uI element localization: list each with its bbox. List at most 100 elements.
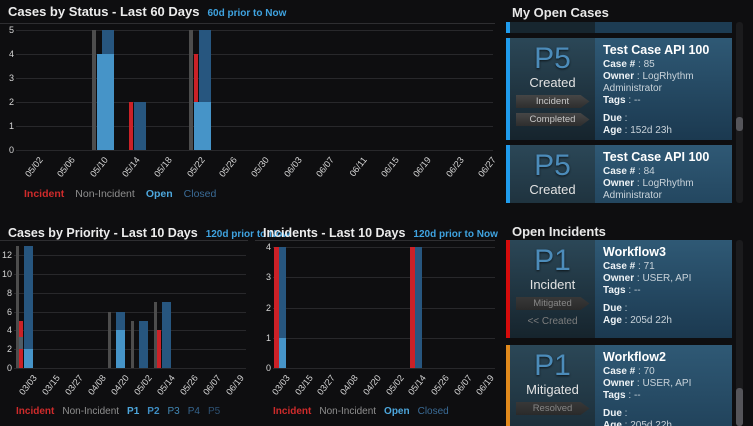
legend-item-p1[interactable]: P1 xyxy=(127,406,140,417)
case-field-label: Tags xyxy=(603,285,626,296)
bar-gray xyxy=(91,30,96,150)
case-field: Case # : 71 xyxy=(603,261,655,272)
gridline xyxy=(16,30,493,31)
card-details-pane: Test Case API 100 Case # : 85 Owner : LogR… xyxy=(595,38,732,140)
bar-blue_light xyxy=(24,349,33,368)
x-tick-label: 05/22 xyxy=(184,155,207,179)
case-field: Case # : 85 xyxy=(603,59,655,70)
bar-red xyxy=(274,247,279,368)
case-field: Tags : -- xyxy=(603,390,641,401)
chart-subtitle-incidents: 120d prior to Now xyxy=(413,229,498,240)
gridline xyxy=(273,307,495,309)
chart-status: Cases by Status - Last 60 Days 60d prior … xyxy=(0,0,498,212)
bar-gray xyxy=(154,302,157,368)
bar-blue_light xyxy=(279,337,286,368)
case-field-label: Owner xyxy=(603,273,635,284)
cases-scrollbar[interactable] xyxy=(736,22,743,203)
y-tick-label: 2 xyxy=(8,97,14,107)
x-tick-label: 05/26 xyxy=(217,155,239,179)
gridline xyxy=(14,330,246,332)
priority-stripe xyxy=(506,38,510,140)
case-field-label: Due xyxy=(603,113,622,124)
legend-item-non-incident[interactable]: Non-Incident xyxy=(319,406,377,417)
legend-item-p2[interactable]: P2 xyxy=(147,406,160,417)
y-tick-label: 2 xyxy=(6,344,12,355)
x-tick-label: 06/27 xyxy=(476,155,498,179)
x-tick-label: 05/10 xyxy=(87,155,110,179)
case-field-label: Age xyxy=(603,420,622,426)
case-card[interactable]: P5 Created Test Case API 100 Case # : 84 Own… xyxy=(506,145,732,203)
chart-title-incidents: Incidents - Last 10 Days 120d prior to No… xyxy=(263,226,498,240)
bar-red xyxy=(129,102,134,150)
legend-item-p3[interactable]: P3 xyxy=(167,406,180,417)
case-card[interactable]: P1 Mitigated Resolved Workflow2 Case # : 70 O… xyxy=(506,345,732,426)
card-priority-pane: P5 Created xyxy=(510,145,595,203)
bar-blue_dark xyxy=(415,247,423,368)
card-details-pane xyxy=(595,22,732,33)
gridline xyxy=(16,102,493,103)
case-field-label: Owner xyxy=(603,71,635,82)
x-tick-label: 05/02 xyxy=(23,155,45,179)
case-field-label: Age xyxy=(603,125,622,136)
y-tick-label: 6 xyxy=(6,306,12,317)
my-open-cases-header: My Open Cases xyxy=(512,5,609,20)
legend-item-incident[interactable]: Incident xyxy=(16,406,55,417)
incidents-scrollbar[interactable] xyxy=(736,240,743,426)
case-field-label: Due xyxy=(603,303,622,314)
legend-item-incident[interactable]: Incident xyxy=(24,188,65,200)
status-action-button[interactable]: Mitigated xyxy=(515,297,590,310)
y-tick-label: 1 xyxy=(265,332,271,343)
case-card[interactable]: P5 Created Incident Completed Test Case API … xyxy=(506,38,732,140)
case-field-label: Case # xyxy=(603,166,636,177)
x-tick-label: 06/15 xyxy=(378,155,401,179)
previous-status-link[interactable]: << Created xyxy=(527,316,578,327)
gridline xyxy=(14,274,246,275)
title-divider xyxy=(0,23,495,24)
case-field-label: Tags xyxy=(603,95,626,106)
status-action-button[interactable]: Incident xyxy=(515,95,590,108)
x-tick-label: 06/11 xyxy=(347,155,369,179)
gridline xyxy=(14,349,246,351)
legend-item-closed[interactable]: Closed xyxy=(183,188,217,200)
open-incidents-list[interactable]: P1 Incident Mitigated << Created Workflow3 Ca… xyxy=(506,240,732,426)
case-title: Workflow2 xyxy=(603,350,666,364)
case-field: Owner : LogRhythm Administrator xyxy=(603,178,694,201)
status-action-button[interactable]: Resolved xyxy=(515,402,590,415)
gridline xyxy=(16,54,493,55)
status-action-button[interactable]: Completed xyxy=(515,113,590,126)
chart-title-status: Cases by Status - Last 60 Days 60d prior … xyxy=(8,4,287,19)
chart-subtitle-status: 60d prior to Now xyxy=(207,8,287,19)
right-column: My Open Cases P5 Created Incident Completed… xyxy=(503,0,753,426)
legend-item-open[interactable]: Open xyxy=(384,406,410,417)
x-tick-label: 05/18 xyxy=(152,155,175,179)
card-priority-pane: P5 Created Incident Completed xyxy=(510,38,595,140)
bar-blue_dark xyxy=(279,247,286,368)
case-card[interactable]: P1 Incident Mitigated << Created Workflow3 Ca… xyxy=(506,240,732,338)
y-tick-label: 2 xyxy=(265,302,271,313)
case-field-label: Owner xyxy=(603,378,635,389)
legend-item-open[interactable]: Open xyxy=(145,188,173,200)
chart-priority: Cases by Priority - Last 10 Days 120d pri… xyxy=(0,222,290,426)
legend-item-closed[interactable]: Closed xyxy=(417,406,449,417)
case-field: Owner : LogRhythm Administrator xyxy=(603,71,694,94)
card-details-pane: Workflow2 Case # : 70 Owner : USER, API Tag… xyxy=(595,345,732,426)
gridline xyxy=(14,255,246,257)
legend-item-p5[interactable]: P5 xyxy=(207,406,221,417)
legend-item-non-incident[interactable]: Non-Incident xyxy=(75,188,135,200)
my-open-cases-list[interactable]: P5 Created Incident Completed Test Case API … xyxy=(506,22,732,203)
y-tick-label: 8 xyxy=(6,287,12,298)
x-tick-label: 06/19 xyxy=(411,155,434,179)
title-divider xyxy=(0,240,248,241)
case-field: Tags : -- xyxy=(603,95,641,106)
incidents-scrollbar-thumb[interactable] xyxy=(736,388,743,426)
cases-scrollbar-thumb[interactable] xyxy=(736,117,743,131)
case-field-label: Age xyxy=(603,315,622,326)
legend-item-incident[interactable]: Incident xyxy=(273,406,312,417)
legend-item-non-incident[interactable]: Non-Incident xyxy=(62,406,120,417)
case-card-partial[interactable] xyxy=(506,22,732,33)
legend-priority: Incident Non-Incident P1 P2 P3 P4 P5 xyxy=(16,406,220,417)
chart-title-priority: Cases by Priority - Last 10 Days 120d pri… xyxy=(8,226,291,240)
legend-item-p4[interactable]: P4 xyxy=(187,406,200,417)
case-field: Due : xyxy=(603,408,628,419)
